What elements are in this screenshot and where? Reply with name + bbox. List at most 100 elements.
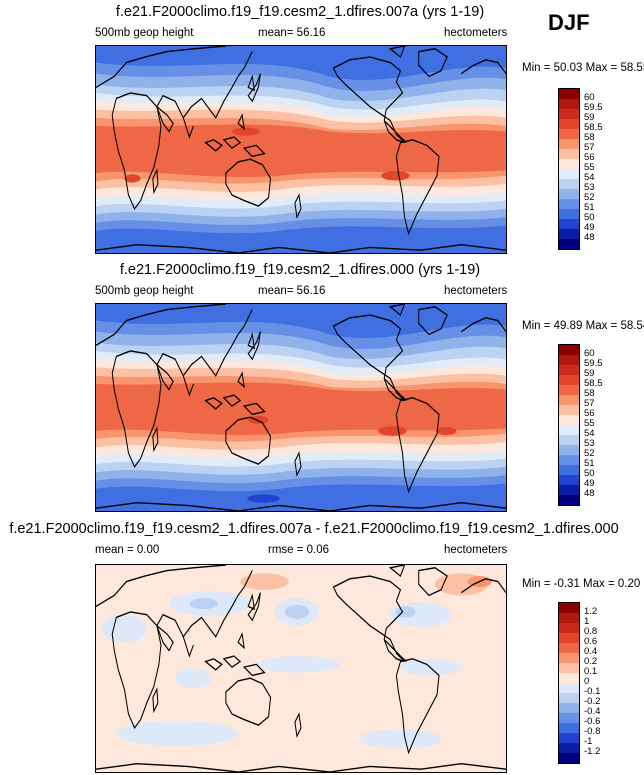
colorbar-tick-label: 0.4: [584, 646, 598, 657]
panel3-units-label: hectometers: [444, 544, 508, 556]
colorbar-swatch: [559, 129, 579, 139]
colorbar-tick-label: 48: [584, 488, 595, 499]
colorbar-swatch: [559, 375, 579, 385]
colorbar-tick-label: 55: [584, 418, 595, 429]
panel1-units-label: hectometers: [444, 27, 508, 39]
colorbar-swatch: [559, 485, 579, 495]
colorbar-swatch: [559, 465, 579, 475]
panel1-minmax-label: Min = 50.03 Max = 58.55: [522, 62, 644, 74]
panel3-minmax-label: Min = -0.31 Max = 0.20: [522, 578, 641, 590]
colorbar-swatch: [559, 219, 579, 229]
colorbar-swatch: [559, 653, 579, 663]
colorbar-tick-label: 50: [584, 212, 595, 223]
colorbar-swatch: [559, 445, 579, 455]
colorbar-swatch: [559, 149, 579, 159]
colorbar-swatch: [559, 179, 579, 189]
colorbar-swatch: [559, 633, 579, 643]
panel1-title: f.e21.F2000climo.f19_f19.cesm2_1.dfires.…: [115, 4, 485, 20]
panel2-units-label: hectometers: [444, 285, 508, 297]
panel3-map: [95, 564, 507, 773]
colorbar-tick-label: 1.2: [584, 606, 598, 617]
colorbar-swatch: [559, 405, 579, 415]
colorbar-tick-label: -1.2: [584, 746, 601, 757]
colorbar-tick-label: 59.5: [584, 102, 603, 113]
colorbar-tick-label: 60: [584, 92, 595, 103]
colorbar-tick-label: -0.8: [584, 726, 601, 737]
panel2-colorbar: [558, 344, 580, 506]
colorbar-tick-label: 49: [584, 222, 595, 233]
colorbar-tick-label: 0.8: [584, 626, 598, 637]
colorbar-swatch: [559, 159, 579, 169]
colorbar-swatch: [559, 239, 579, 249]
colorbar-swatch: [559, 613, 579, 623]
panel1-mean-label: mean= 56.16: [258, 27, 326, 39]
colorbar-swatch: [559, 743, 579, 753]
colorbar-tick-label: 51: [584, 202, 595, 213]
colorbar-swatch: [559, 345, 579, 355]
colorbar-tick-label: 58: [584, 388, 595, 399]
colorbar-swatch: [559, 693, 579, 703]
panel1-map: [95, 45, 507, 254]
panel2-variable-label: 500mb geop height: [95, 285, 194, 297]
colorbar-tick-label: 52: [584, 192, 595, 203]
colorbar-tick-label: 0: [584, 676, 590, 687]
colorbar-swatch: [559, 385, 579, 395]
colorbar-swatch: [559, 603, 579, 613]
colorbar-swatch: [559, 169, 579, 179]
colorbar-tick-label: 59.5: [584, 358, 603, 369]
colorbar-swatch: [559, 355, 579, 365]
colorbar-swatch: [559, 415, 579, 425]
colorbar-tick-label: 59: [584, 368, 595, 379]
colorbar-tick-label: 55: [584, 162, 595, 173]
colorbar-swatch: [559, 425, 579, 435]
colorbar-swatch: [559, 199, 579, 209]
colorbar-swatch: [559, 435, 579, 445]
colorbar-tick-label: -1: [584, 736, 593, 747]
colorbar-tick-label: -0.1: [584, 686, 601, 697]
colorbar-tick-label: 54: [584, 428, 595, 439]
colorbar-tick-label: -0.6: [584, 716, 601, 727]
colorbar-tick-label: 0.2: [584, 656, 598, 667]
panel3-colorbar: [558, 602, 580, 764]
colorbar-swatch: [559, 723, 579, 733]
colorbar-swatch: [559, 109, 579, 119]
colorbar-swatch: [559, 229, 579, 239]
colorbar-swatch: [559, 643, 579, 653]
colorbar-swatch: [559, 495, 579, 505]
colorbar-swatch: [559, 663, 579, 673]
colorbar-tick-label: 54: [584, 172, 595, 183]
panel3-title: f.e21.F2000climo.f19_f19.cesm2_1.dfires.…: [9, 521, 619, 537]
season-label: DJF: [548, 10, 590, 35]
colorbar-swatch: [559, 673, 579, 683]
panel2-minmax-label: Min = 49.89 Max = 58.54: [522, 320, 644, 332]
colorbar-tick-label: 56: [584, 408, 595, 419]
panel1-colorbar: [558, 88, 580, 250]
colorbar-tick-label: -0.4: [584, 706, 601, 717]
colorbar-tick-label: 57: [584, 142, 595, 153]
colorbar-swatch: [559, 89, 579, 99]
colorbar-tick-label: -0.2: [584, 696, 601, 707]
panel3-mean-label: mean = 0.00: [95, 544, 160, 556]
colorbar-swatch: [559, 713, 579, 723]
colorbar-swatch: [559, 703, 579, 713]
colorbar-swatch: [559, 99, 579, 109]
colorbar-swatch: [559, 475, 579, 485]
colorbar-swatch: [559, 139, 579, 149]
panel1-variable-label: 500mb geop height: [95, 27, 194, 39]
colorbar-tick-label: 49: [584, 478, 595, 489]
colorbar-swatch: [559, 683, 579, 693]
colorbar-tick-label: 58.5: [584, 122, 603, 133]
colorbar-tick-label: 57: [584, 398, 595, 409]
colorbar-tick-label: 56: [584, 152, 595, 163]
colorbar-tick-label: 50: [584, 468, 595, 479]
colorbar-tick-label: 51: [584, 458, 595, 469]
colorbar-tick-label: 0.1: [584, 666, 598, 677]
colorbar-tick-label: 1: [584, 616, 590, 627]
colorbar-swatch: [559, 753, 579, 763]
panel2-map: [95, 303, 507, 512]
colorbar-swatch: [559, 395, 579, 405]
colorbar-swatch: [559, 455, 579, 465]
colorbar-tick-label: 58.5: [584, 378, 603, 389]
colorbar-tick-label: 60: [584, 348, 595, 359]
colorbar-tick-label: 48: [584, 232, 595, 243]
